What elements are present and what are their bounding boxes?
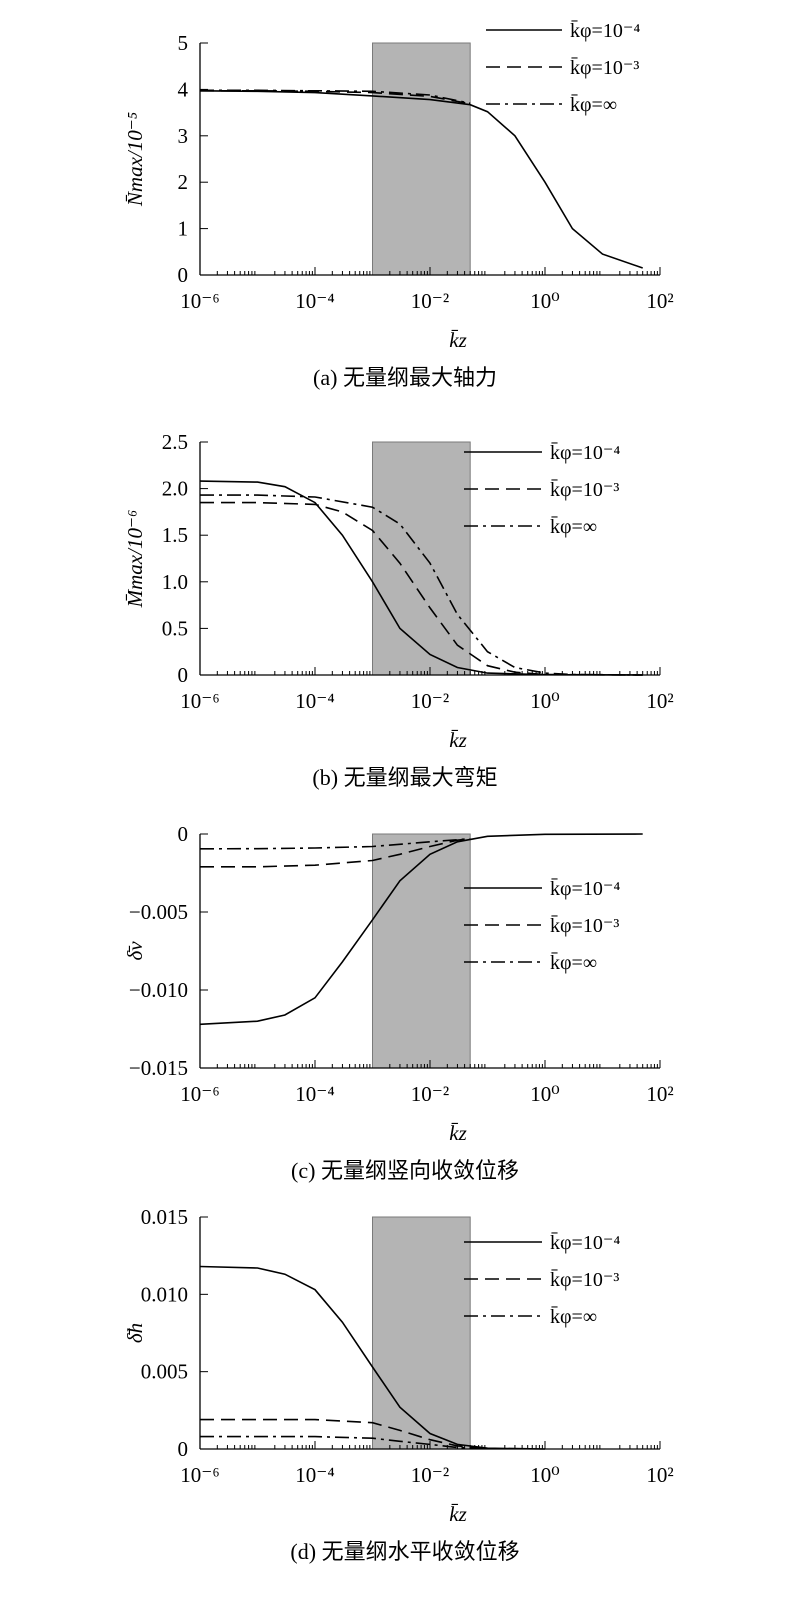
x-tick-label: 10² <box>646 289 673 313</box>
y-tick-label: −0.015 <box>129 1056 188 1080</box>
x-tick-label: 10⁻² <box>411 289 449 313</box>
legend-label: k̄φ=10⁻³ <box>570 57 639 79</box>
y-tick-label: 2.5 <box>162 430 188 454</box>
series-line-dashdot <box>200 89 471 105</box>
x-tick-label: 10⁰ <box>530 689 559 713</box>
panel-caption: (c) 无量纲竖向收敛位移 <box>291 1158 519 1183</box>
y-tick-label: 0 <box>178 263 189 287</box>
x-tick-label: 10⁻⁶ <box>180 689 219 713</box>
series-line-dashed <box>200 1418 488 1450</box>
x-tick-label: 10⁻² <box>411 1082 449 1106</box>
x-axis-label: k̄z <box>449 328 467 352</box>
x-axis-label: k̄z <box>449 728 467 752</box>
y-axis-label: M̄max/10⁻⁶ <box>123 510 147 609</box>
x-tick-label: 10⁻² <box>411 689 449 713</box>
y-axis-label: δ̄v <box>123 941 147 961</box>
highlight-band <box>372 1216 471 1450</box>
y-tick-label: 0.5 <box>162 616 188 640</box>
y-tick-label: 0.015 <box>141 1205 188 1229</box>
series-line-dashdot <box>199 837 471 850</box>
panel-caption: (b) 无量纲最大弯矩 <box>312 765 497 790</box>
legend-label: k̄φ=∞ <box>550 1306 597 1328</box>
y-tick-label: 2.0 <box>162 477 188 501</box>
y-tick-label: 1 <box>178 217 189 241</box>
legend-label: k̄φ=10⁻³ <box>550 915 619 937</box>
chart-panel-1: 10⁻⁶ 10⁻⁴ 10⁻² 10⁰ 10² 0 1 2 3 4 5 k̄φ=10⁻⁴ k̄φ=10⁻³… <box>123 20 674 390</box>
x-tick-label: 10² <box>646 1082 673 1106</box>
y-tick-label: 2 <box>178 170 189 194</box>
legend-label: k̄φ=∞ <box>570 94 617 116</box>
legend-label: k̄φ=10⁻⁴ <box>550 878 620 900</box>
legend-label: k̄φ=∞ <box>550 516 597 538</box>
x-tick-label: 10⁻⁶ <box>180 289 219 313</box>
x-tick-label: 10⁻⁴ <box>295 689 334 713</box>
y-tick-label: 1.5 <box>162 523 188 547</box>
highlight-band <box>372 441 471 676</box>
series-line-dashed <box>200 501 643 676</box>
chart-panel-3: 10⁻⁶ 10⁻⁴ 10⁻² 10⁰ 10² −0.015 −0.010 −0.005 0 k̄φ… <box>123 822 674 1183</box>
legend-label: k̄φ=10⁻⁴ <box>550 1232 620 1254</box>
y-tick-label: 5 <box>178 31 189 55</box>
series-line-solid <box>199 833 643 1026</box>
x-tick-label: 10⁻⁶ <box>180 1463 219 1487</box>
highlight-band <box>372 42 471 276</box>
x-axis-label: k̄z <box>449 1502 467 1526</box>
y-tick-label: 4 <box>178 77 189 101</box>
x-tick-label: 10⁰ <box>530 289 559 313</box>
highlight-band <box>372 833 471 1069</box>
y-axis-label: δ̄h <box>123 1323 147 1343</box>
y-tick-label: 3 <box>178 124 189 148</box>
panel-caption: (d) 无量纲水平收敛位移 <box>290 1539 519 1564</box>
legend-label: k̄φ=10⁻⁴ <box>570 20 640 42</box>
y-tick-label: 0.010 <box>141 1282 188 1306</box>
y-tick-label: 0 <box>178 1437 189 1461</box>
x-axis-label: k̄z <box>449 1121 467 1145</box>
x-tick-label: 10⁻⁴ <box>295 1082 334 1106</box>
x-tick-label: 10² <box>646 1463 673 1487</box>
x-tick-label: 10⁻⁴ <box>295 1463 334 1487</box>
legend-label: k̄φ=∞ <box>550 952 597 974</box>
y-tick-label: 0 <box>178 822 189 846</box>
x-tick-label: 10² <box>646 689 673 713</box>
legend-label: k̄φ=10⁻⁴ <box>550 442 620 464</box>
panel-caption: (a) 无量纲最大轴力 <box>313 365 497 390</box>
chart-panel-2: 10⁻⁶ 10⁻⁴ 10⁻² 10⁰ 10² 0 0.5 1.0 1.5 2.0 2.5 k̄φ=10… <box>123 430 674 790</box>
series-line-solid <box>199 480 643 676</box>
legend-label: k̄φ=10⁻³ <box>550 1269 619 1291</box>
series-line-solid <box>199 90 643 269</box>
x-tick-label: 10⁻² <box>411 1463 449 1487</box>
series-line-dashdot <box>200 1435 488 1450</box>
series-line-dashed <box>200 837 471 868</box>
y-tick-label: 0 <box>178 663 189 687</box>
y-tick-label: 0.005 <box>141 1360 188 1384</box>
y-tick-label: 1.0 <box>162 570 188 594</box>
chart-panel-4: 10⁻⁶ 10⁻⁴ 10⁻² 10⁰ 10² 0 0.005 0.010 0.015 k̄φ=10… <box>123 1205 674 1564</box>
y-tick-label: −0.010 <box>129 978 188 1002</box>
x-tick-label: 10⁻⁴ <box>295 289 334 313</box>
y-tick-label: −0.005 <box>129 900 188 924</box>
y-axis-label: N̄max/10⁻⁵ <box>123 112 147 207</box>
x-tick-label: 10⁰ <box>530 1463 559 1487</box>
legend-label: k̄φ=10⁻³ <box>550 479 619 501</box>
series-line-solid <box>199 1265 546 1450</box>
x-tick-label: 10⁰ <box>530 1082 559 1106</box>
x-tick-label: 10⁻⁶ <box>180 1082 219 1106</box>
